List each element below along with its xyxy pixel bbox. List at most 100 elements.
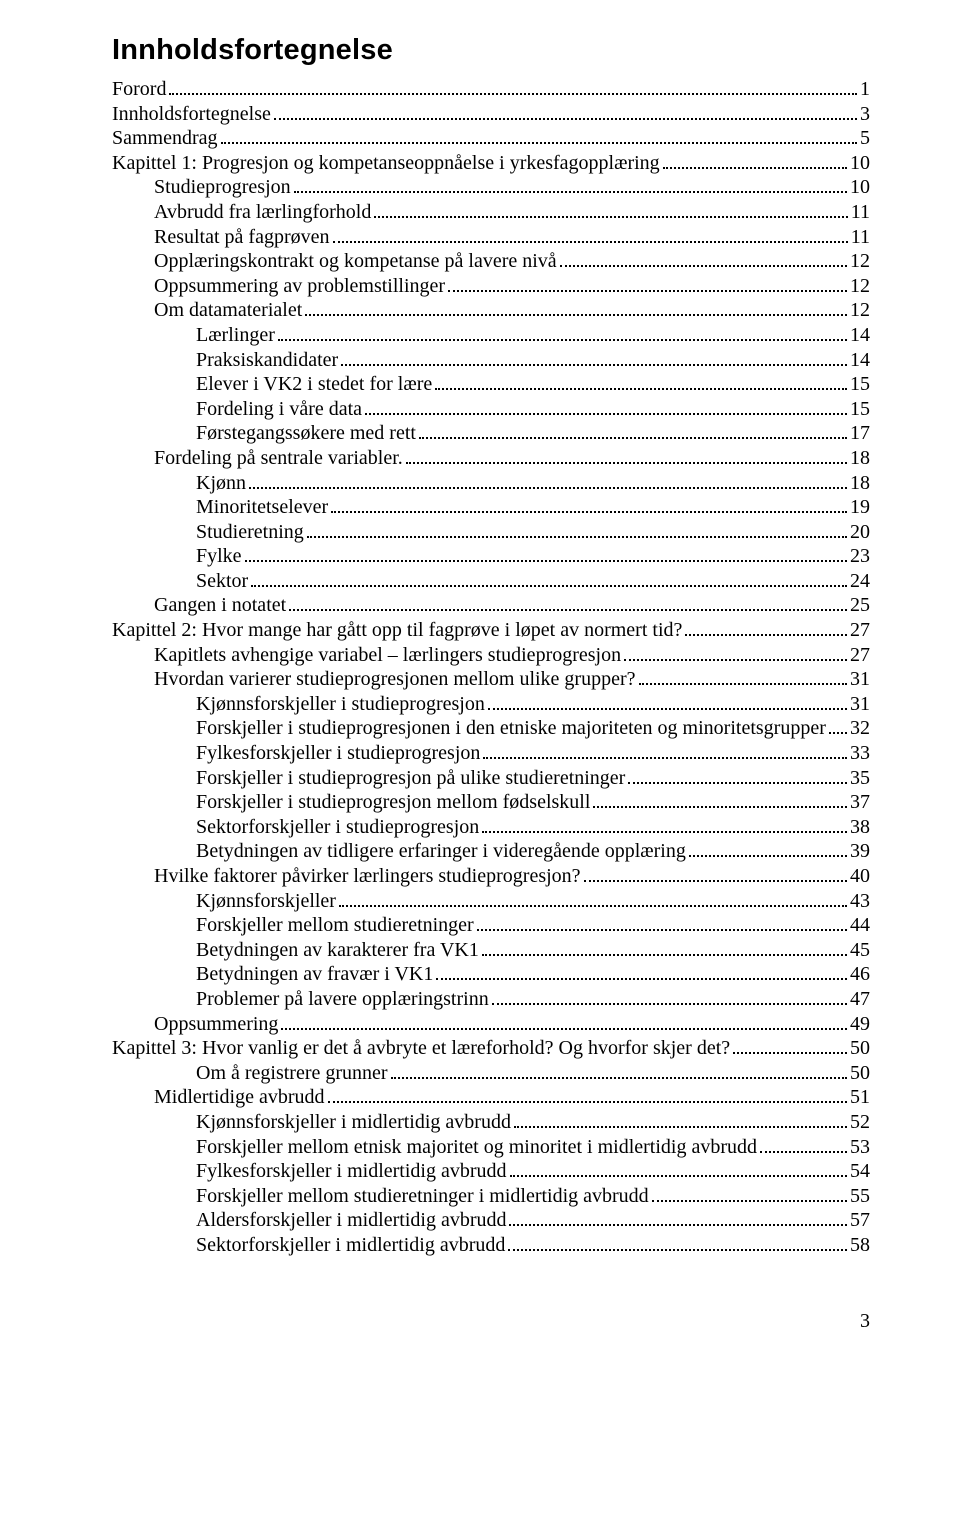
toc-dots bbox=[435, 373, 847, 390]
toc-entry-page: 52 bbox=[850, 1110, 870, 1135]
toc-dots bbox=[341, 349, 847, 366]
toc-dots bbox=[406, 447, 847, 464]
toc-dots bbox=[281, 1013, 847, 1030]
toc-entry: Fylkesforskjeller i midlertidig avbrudd … bbox=[112, 1159, 870, 1184]
toc-entry-label: Praksiskandidater bbox=[196, 348, 338, 373]
toc-dots bbox=[482, 939, 847, 956]
toc-entry: Sektor 24 bbox=[112, 569, 870, 594]
toc-dots bbox=[477, 914, 847, 931]
toc-entry-label: Kapittel 2: Hvor mange har gått opp til … bbox=[112, 618, 682, 643]
toc-entry: Kapittel 3: Hvor vanlig er det å avbryte… bbox=[112, 1036, 870, 1061]
toc-entry-page: 15 bbox=[850, 372, 870, 397]
toc-entry: Oppsummering 49 bbox=[112, 1012, 870, 1037]
toc-entry-page: 27 bbox=[850, 618, 870, 643]
toc-entry-page: 54 bbox=[850, 1159, 870, 1184]
toc-entry-label: Fylkesforskjeller i midlertidig avbrudd bbox=[196, 1159, 507, 1184]
toc-entry-page: 57 bbox=[850, 1208, 870, 1233]
toc-entry: Kjønnsforskjeller i studieprogresjon 31 bbox=[112, 692, 870, 717]
toc-entry: Forskjeller mellom etnisk majoritet og m… bbox=[112, 1135, 870, 1160]
toc-entry-label: Sammendrag bbox=[112, 126, 218, 151]
toc-dots bbox=[488, 693, 847, 710]
document-page: Innholdsfortegnelse Forord 1Innholdsfort… bbox=[0, 0, 960, 1383]
toc-entry-label: Førstegangssøkere med rett bbox=[196, 421, 416, 446]
toc-entry-label: Forord bbox=[112, 77, 166, 102]
toc-entry: Praksiskandidater 14 bbox=[112, 348, 870, 373]
toc-dots bbox=[663, 152, 847, 169]
toc-dots bbox=[169, 78, 857, 95]
toc-entry: Om datamaterialet 12 bbox=[112, 298, 870, 323]
toc-entry: Fylke 23 bbox=[112, 544, 870, 569]
toc-entry-page: 15 bbox=[850, 397, 870, 422]
toc-entry: Hvordan varierer studieprogresjonen mell… bbox=[112, 667, 870, 692]
toc-entry-page: 10 bbox=[850, 175, 870, 200]
toc-entry-page: 43 bbox=[850, 889, 870, 914]
toc-entry-page: 3 bbox=[860, 102, 870, 127]
toc-entry: Kjønn 18 bbox=[112, 471, 870, 496]
toc-dots bbox=[331, 496, 847, 513]
toc-entry: Forskjeller mellom studieretninger 44 bbox=[112, 913, 870, 938]
toc-entry-page: 12 bbox=[850, 249, 870, 274]
toc-entry: Studieprogresjon 10 bbox=[112, 175, 870, 200]
toc-entry-page: 47 bbox=[850, 987, 870, 1012]
toc-dots bbox=[652, 1185, 847, 1202]
toc-entry-page: 58 bbox=[850, 1233, 870, 1258]
toc-entry: Forskjeller i studieprogresjonen i den e… bbox=[112, 716, 870, 741]
toc-entry: Minoritetselever 19 bbox=[112, 495, 870, 520]
toc-entry-page: 20 bbox=[850, 520, 870, 545]
toc-entry-label: Opplæringskontrakt og kompetanse på lave… bbox=[154, 249, 557, 274]
toc-entry-label: Oppsummering bbox=[154, 1012, 278, 1037]
toc-entry: Betydningen av fravær i VK1 46 bbox=[112, 962, 870, 987]
toc-entry: Midlertidige avbrudd 51 bbox=[112, 1085, 870, 1110]
toc-entry-page: 10 bbox=[850, 151, 870, 176]
toc-dots bbox=[514, 1111, 847, 1128]
toc-entry-page: 12 bbox=[850, 298, 870, 323]
toc-dots bbox=[365, 398, 847, 415]
toc-entry-page: 23 bbox=[850, 544, 870, 569]
toc-dots bbox=[274, 103, 857, 120]
toc-dots bbox=[307, 521, 847, 538]
toc-dots bbox=[305, 299, 847, 316]
toc-entry-label: Forskjeller i studieprogresjon på ulike … bbox=[196, 766, 625, 791]
toc-entry-page: 5 bbox=[860, 126, 870, 151]
toc-entry-page: 12 bbox=[850, 274, 870, 299]
toc-entry-label: Hvilke faktorer påvirker lærlingers stud… bbox=[154, 864, 581, 889]
toc-entry-label: Avbrudd fra lærlingforhold bbox=[154, 200, 371, 225]
toc-entry-label: Aldersforskjeller i midlertidig avbrudd bbox=[196, 1208, 506, 1233]
toc-dots bbox=[593, 791, 847, 808]
toc-entry-page: 17 bbox=[850, 421, 870, 446]
toc-entry-label: Minoritetselever bbox=[196, 495, 328, 520]
toc-entry-label: Fordeling i våre data bbox=[196, 397, 362, 422]
toc-dots bbox=[245, 545, 847, 562]
toc-entry-page: 44 bbox=[850, 913, 870, 938]
toc-entry-page: 39 bbox=[850, 839, 870, 864]
toc-entry-label: Kapittel 1: Progresjon og kompetanseoppn… bbox=[112, 151, 660, 176]
toc-entry-label: Om datamaterialet bbox=[154, 298, 302, 323]
toc-entry: Kjønnsforskjeller 43 bbox=[112, 889, 870, 914]
toc-entry-label: Forskjeller mellom etnisk majoritet og m… bbox=[196, 1135, 757, 1160]
toc-dots bbox=[249, 472, 847, 489]
toc-dots bbox=[733, 1037, 847, 1054]
toc-entry-page: 31 bbox=[850, 692, 870, 717]
toc-entry-page: 37 bbox=[850, 790, 870, 815]
toc-entry-label: Studieretning bbox=[196, 520, 304, 545]
toc-entry: Gangen i notatet 25 bbox=[112, 593, 870, 618]
toc-entry-page: 40 bbox=[850, 864, 870, 889]
toc-entry-label: Innholdsfortegnelse bbox=[112, 102, 271, 127]
toc-entry-label: Resultat på fagprøven bbox=[154, 225, 330, 250]
toc-dots bbox=[328, 1086, 847, 1103]
toc-entry: Hvilke faktorer påvirker lærlingers stud… bbox=[112, 864, 870, 889]
toc-entry-label: Kapittel 3: Hvor vanlig er det å avbryte… bbox=[112, 1036, 730, 1061]
toc-entry-label: Sektorforskjeller i studieprogresjon bbox=[196, 815, 479, 840]
toc-entry-page: 11 bbox=[851, 225, 870, 250]
toc-dots bbox=[483, 742, 847, 759]
toc-entry: Om å registrere grunner 50 bbox=[112, 1061, 870, 1086]
toc-entry: Betydningen av karakterer fra VK1 45 bbox=[112, 938, 870, 963]
toc-entry: Avbrudd fra lærlingforhold 11 bbox=[112, 200, 870, 225]
toc-dots bbox=[391, 1062, 847, 1079]
toc-entry-label: Oppsummering av problemstillinger bbox=[154, 274, 445, 299]
toc-entry: Problemer på lavere opplæringstrinn 47 bbox=[112, 987, 870, 1012]
toc-entry-label: Fylke bbox=[196, 544, 242, 569]
toc-entry-label: Lærlinger bbox=[196, 323, 275, 348]
toc-entry-page: 27 bbox=[850, 643, 870, 668]
toc-entry-label: Gangen i notatet bbox=[154, 593, 286, 618]
